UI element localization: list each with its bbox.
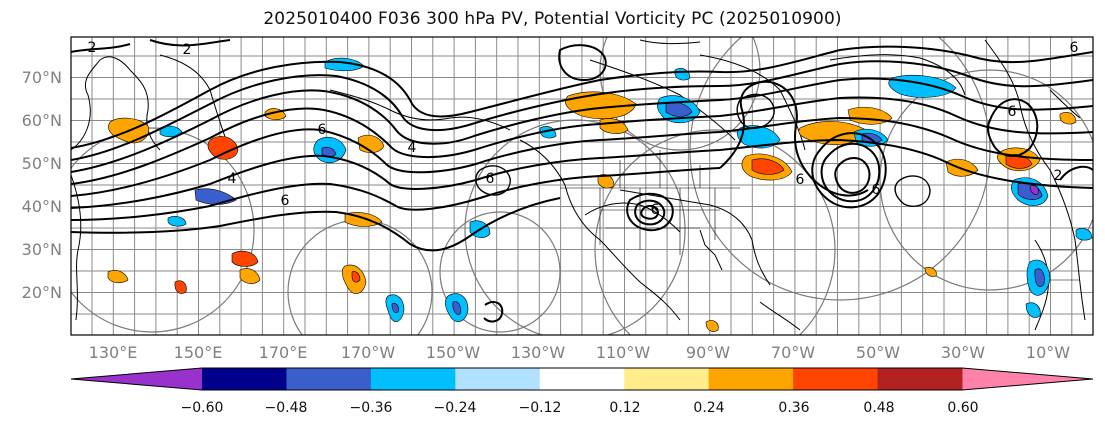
colorbar-tick-label: −0.48	[264, 400, 308, 416]
colorbar-swatch	[370, 368, 456, 390]
contour-label: 2	[88, 40, 97, 56]
lon-label: 50°W	[855, 343, 901, 362]
colorbar-outline	[70, 367, 1094, 391]
lat-label: 50°N	[21, 154, 62, 173]
lon-label: 150°E	[173, 343, 223, 362]
contour-label: 4	[228, 171, 237, 187]
contour-label: 6	[796, 172, 805, 188]
colorbar-tick-label: 0.36	[778, 400, 810, 416]
lon-label: 170°E	[258, 343, 308, 362]
contour-label: 2	[1054, 168, 1063, 184]
colorbar-tick-label: 0.12	[609, 400, 641, 416]
lon-label: 30°W	[940, 343, 986, 362]
contour-label: 6	[281, 193, 290, 209]
lon-label: 110°W	[595, 343, 651, 362]
lat-label: 40°N	[21, 197, 62, 216]
lon-label: 90°W	[685, 343, 731, 362]
coastlines	[71, 39, 1086, 331]
contour-label: 6	[872, 182, 881, 198]
colorbar-swatch	[793, 368, 879, 390]
pv-contours-thin	[475, 93, 931, 208]
map-title: 2025010400 F036 300 hPa PV, Potential Vo…	[263, 9, 842, 29]
contour-label: 4	[408, 140, 417, 156]
colorbar-swatch	[877, 368, 963, 390]
contour-value-labels: 2 2 4 6 4 6 6 6 6 6 2 6 6	[88, 40, 1079, 218]
contour-label: 6	[1070, 40, 1079, 56]
colorbar-swatch	[455, 368, 541, 390]
colorbar-tick-label: 0.48	[863, 400, 895, 416]
pv-contours	[71, 39, 1093, 323]
lon-label: 10°W	[1025, 343, 1071, 362]
political-borders	[560, 150, 1080, 281]
lon-label: 130°E	[88, 343, 138, 362]
colorbar-tick-label: −0.12	[518, 400, 562, 416]
colorbar-extend-high	[962, 368, 1093, 390]
map-plot-area	[71, 37, 1093, 335]
lon-label: 170°W	[340, 343, 396, 362]
lon-label: 70°W	[770, 343, 816, 362]
contour-label: 6	[486, 171, 495, 187]
lat-lon-grid	[71, 37, 1093, 335]
colorbar-tick-label: −0.60	[180, 400, 224, 416]
contour-label: 6	[318, 122, 327, 138]
contour-label: 6	[651, 202, 660, 218]
lat-label: 30°N	[21, 240, 62, 259]
lon-label: 130°W	[510, 343, 566, 362]
lon-label: 150°W	[425, 343, 481, 362]
colorbar	[70, 367, 1094, 391]
lat-label: 70°N	[21, 68, 62, 87]
colorbar-swatch	[624, 368, 710, 390]
colorbar-swatch	[286, 368, 372, 390]
colorbar-swatch	[539, 368, 625, 390]
contour-label: 6	[1008, 104, 1017, 120]
colorbar-swatch	[708, 368, 794, 390]
plot-frame	[70, 36, 1094, 336]
colorbar-tick-label: 0.60	[947, 400, 979, 416]
lat-label: 20°N	[21, 283, 62, 302]
colorbar-tick-label: −0.24	[433, 400, 477, 416]
colorbar-swatch	[202, 368, 287, 390]
colorbar-tick-label: −0.36	[349, 400, 393, 416]
lat-label: 60°N	[21, 111, 62, 130]
contour-label: 2	[183, 42, 192, 58]
colorbar-extend-low	[71, 368, 202, 390]
colorbar-tick-label: 0.24	[693, 400, 725, 416]
